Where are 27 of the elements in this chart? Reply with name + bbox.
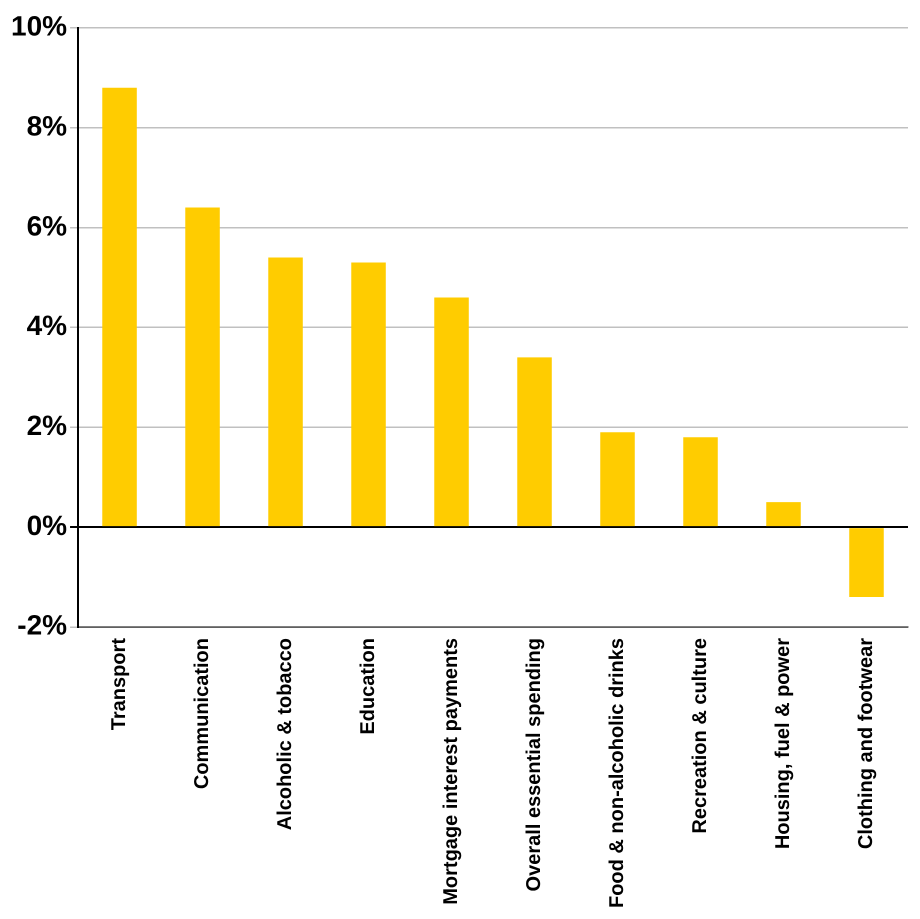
x-tick-label: Recreation & culture [689, 638, 712, 834]
y-tick-label: 8% [26, 110, 68, 142]
y-tick-label: 10% [10, 10, 68, 42]
y-tick-label: 6% [26, 210, 68, 242]
y-tick-label: 4% [26, 310, 68, 342]
x-tick-label: Communication [191, 638, 214, 790]
bar [517, 357, 552, 526]
bar [600, 432, 635, 526]
bar [351, 262, 386, 526]
x-tick-label: Food & non-alcoholic drinks [606, 638, 628, 908]
y-tick-label: -2% [17, 610, 68, 641]
bar [434, 297, 469, 526]
bar [766, 502, 801, 526]
x-tick-label: Mortgage interest payments [440, 638, 462, 905]
y-tick-label: 2% [26, 410, 68, 441]
bar [683, 437, 718, 526]
bar [268, 257, 303, 526]
x-tick-label: Education [357, 638, 380, 735]
bar [185, 208, 220, 526]
bar [102, 88, 137, 526]
x-tick-label: Transport [108, 638, 130, 730]
x-tick-label: Housing, fuel & power [772, 638, 794, 850]
y-tick-label: 0% [26, 510, 68, 541]
bar [849, 528, 884, 598]
x-tick-label: Overall essential spending [523, 638, 546, 892]
x-tick-label: Clothing and footwear [855, 638, 878, 850]
x-tick-label: Alcoholic & tobacco [274, 638, 296, 830]
